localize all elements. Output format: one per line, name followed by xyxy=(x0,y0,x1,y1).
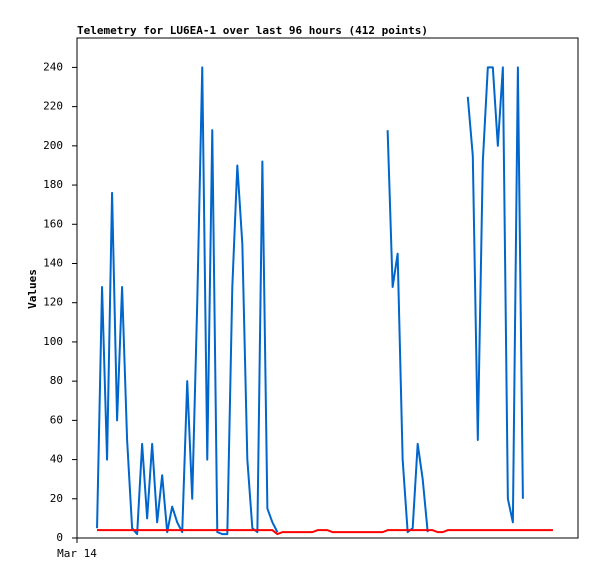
chart-title: Telemetry for LU6EA-1 over last 96 hours… xyxy=(77,24,428,37)
y-axis-label: Values xyxy=(26,269,39,309)
y-tick-label: 220 xyxy=(43,100,63,113)
y-tick-label: 100 xyxy=(43,335,63,348)
y-tick-label: 40 xyxy=(50,453,63,466)
y-tick-label: 60 xyxy=(50,413,63,426)
plot-frame xyxy=(76,37,579,539)
x-tick-label: Mar 14 xyxy=(57,547,97,560)
y-tick-label: 180 xyxy=(43,178,63,191)
y-tick-label: 120 xyxy=(43,296,63,309)
series-line xyxy=(97,529,553,536)
y-tick-label: 240 xyxy=(43,60,63,73)
y-tick-label: 160 xyxy=(43,217,63,230)
y-tick-label: 80 xyxy=(50,374,63,387)
series-line xyxy=(96,66,524,536)
y-tick-label: 20 xyxy=(50,492,63,505)
y-tick-label: 0 xyxy=(56,531,63,544)
y-tick-label: 140 xyxy=(43,256,63,269)
y-tick-label: 200 xyxy=(43,139,63,152)
